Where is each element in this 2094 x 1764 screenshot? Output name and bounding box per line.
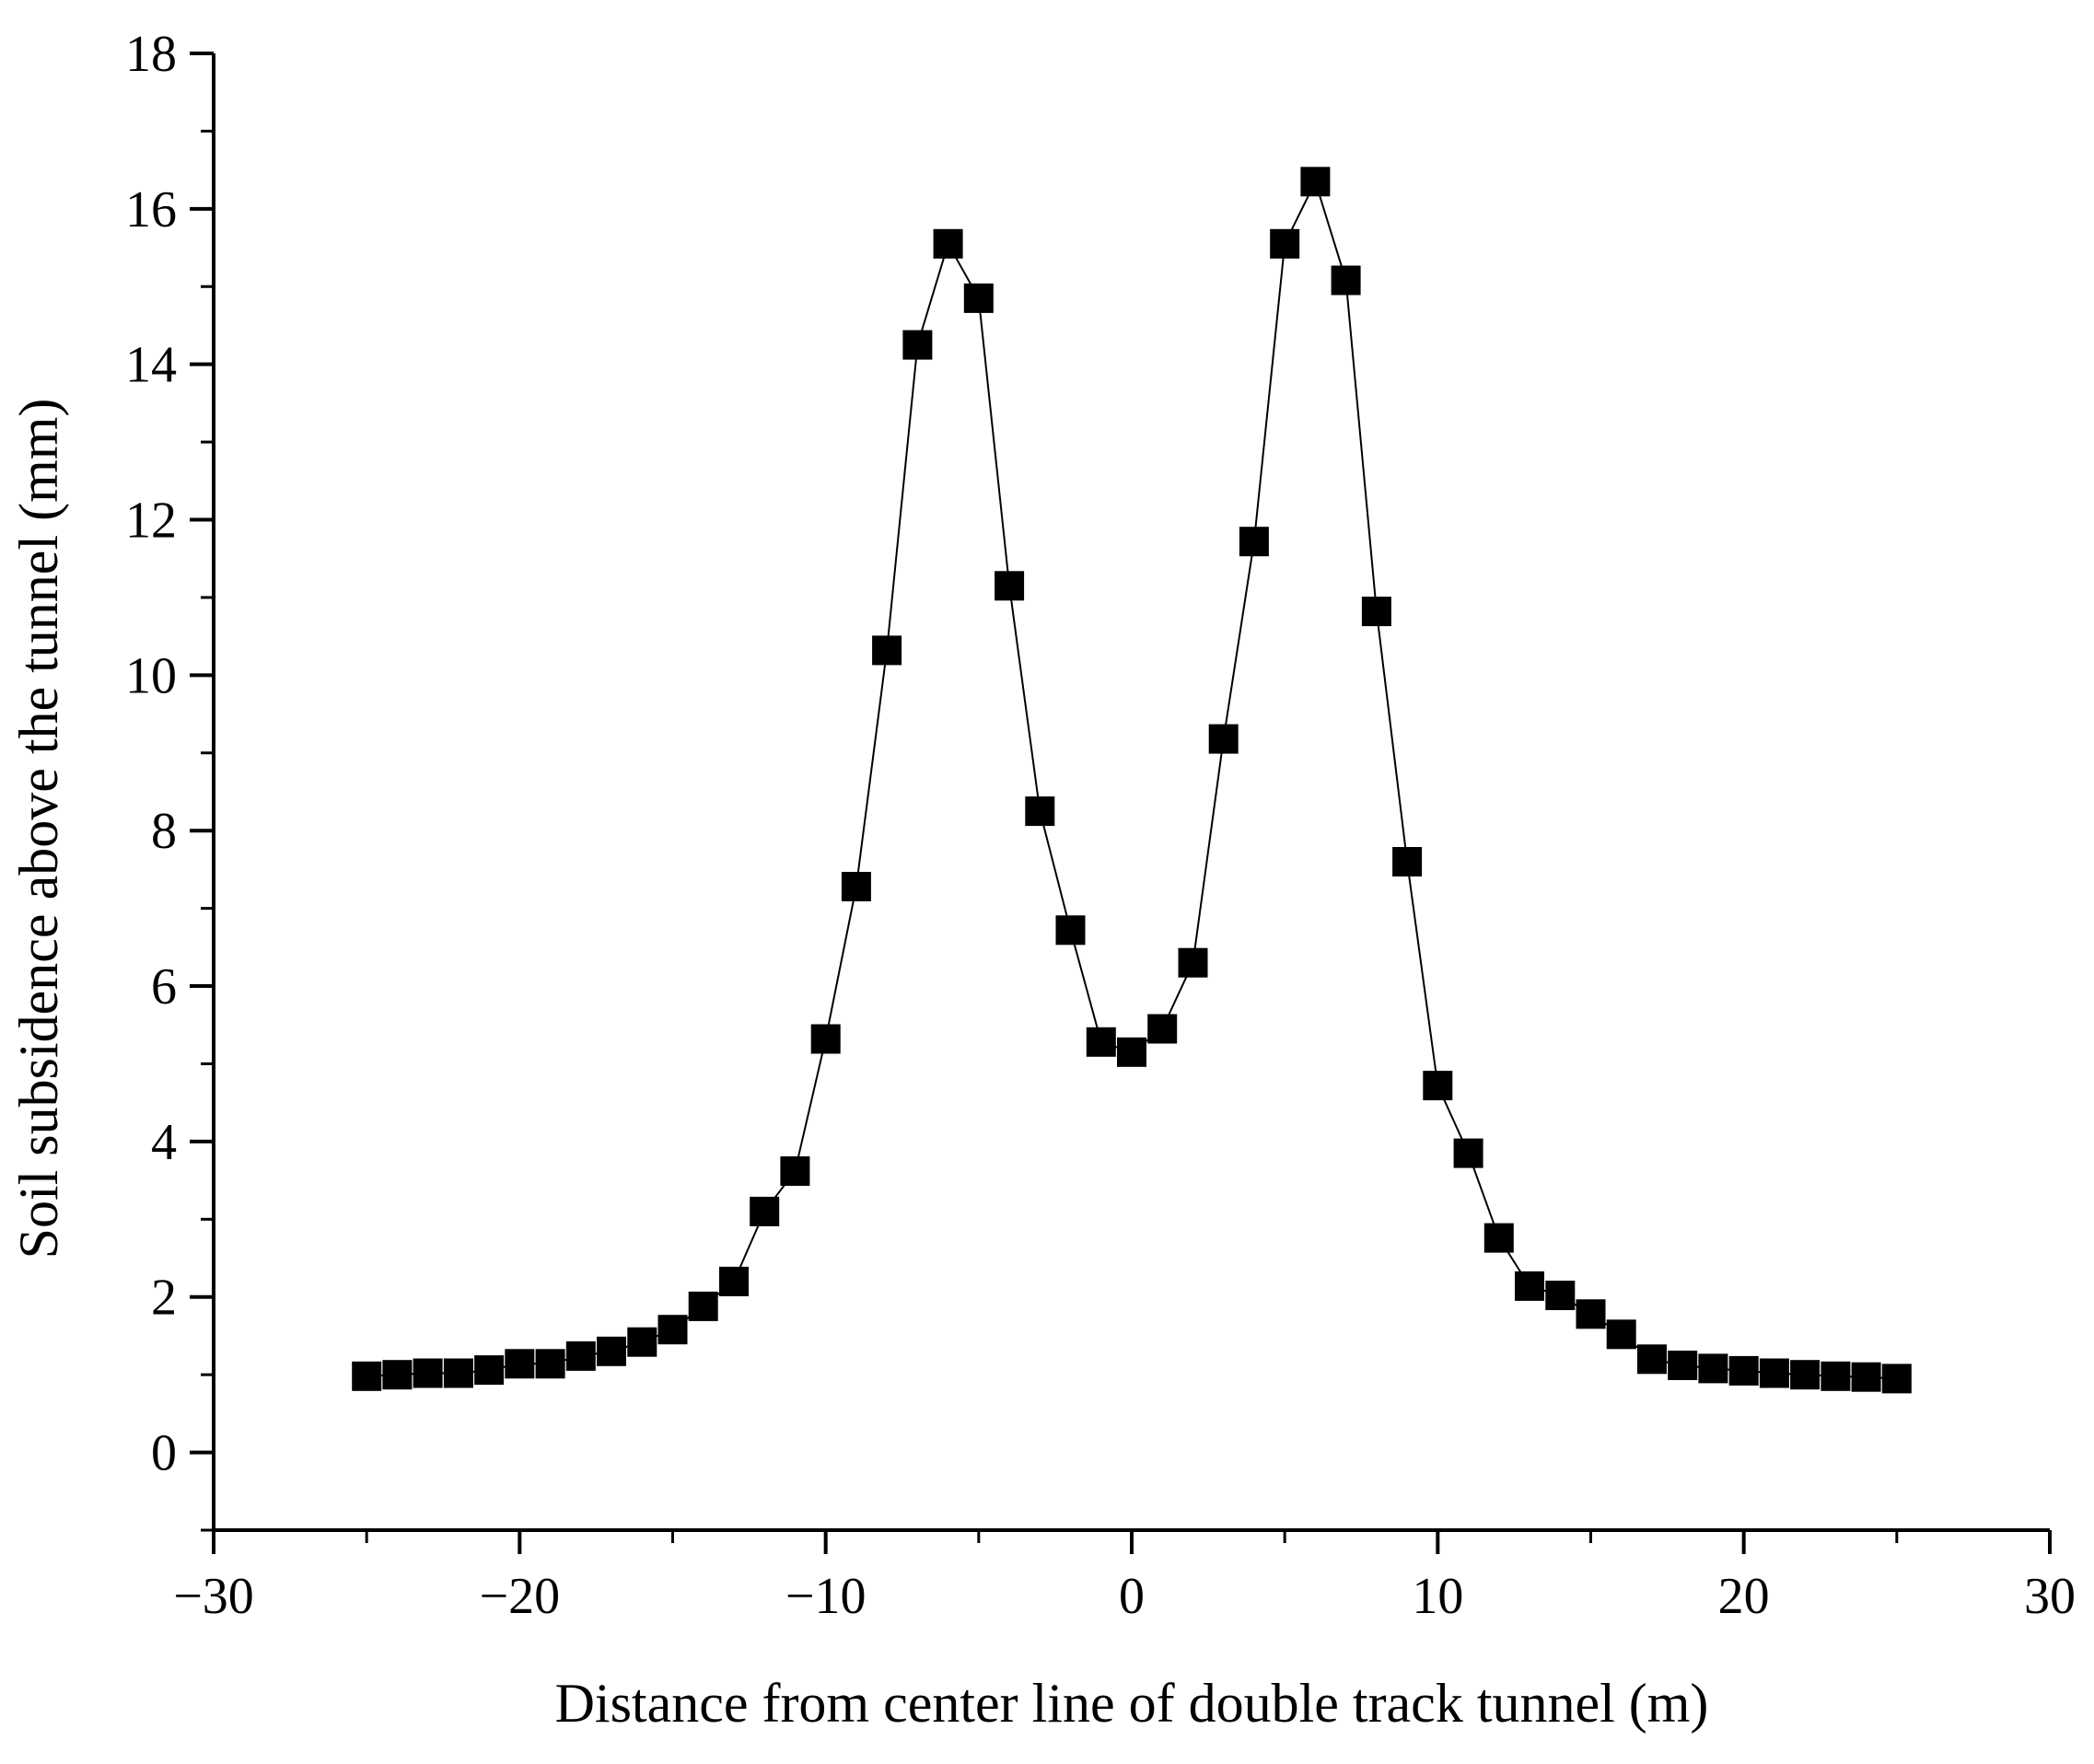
- data-point: [1483, 1223, 1514, 1253]
- x-tick-label: 30: [2024, 1568, 2076, 1625]
- data-point: [1790, 1360, 1821, 1390]
- data-point: [1300, 167, 1331, 197]
- data-point: [1851, 1362, 1881, 1392]
- data-point: [413, 1358, 443, 1388]
- series-group: [352, 167, 1912, 1394]
- series-line: [366, 179, 1897, 1380]
- data-point: [1270, 228, 1300, 259]
- data-point: [474, 1355, 505, 1386]
- x-tick-label: −10: [785, 1568, 867, 1625]
- x-tick-label: 10: [1412, 1568, 1463, 1625]
- x-axis-title: Distance from center line of double trac…: [555, 1673, 1709, 1734]
- x-tick-label: 0: [1119, 1568, 1145, 1625]
- y-tick-label: 14: [125, 337, 177, 394]
- data-point: [719, 1266, 749, 1296]
- data-point: [565, 1340, 596, 1371]
- y-tick-label: 8: [151, 803, 177, 860]
- data-point: [1117, 1037, 1146, 1067]
- data-point: [810, 1024, 841, 1054]
- y-tick-label: 6: [151, 958, 177, 1015]
- y-tick-label: 16: [125, 181, 177, 238]
- data-point: [1515, 1271, 1544, 1301]
- data-point: [1545, 1281, 1576, 1310]
- y-axis-title: Soil subsidence above the tunnel (mm): [8, 399, 69, 1259]
- data-point: [688, 1291, 718, 1321]
- data-point: [1392, 847, 1423, 876]
- data-point: [1606, 1319, 1636, 1350]
- data-point: [627, 1327, 657, 1357]
- x-tick-label: −20: [480, 1568, 561, 1625]
- data-point: [1728, 1355, 1759, 1386]
- y-tick-label: 10: [125, 647, 177, 704]
- data-point: [780, 1156, 810, 1186]
- axes-group: −30 −20 −10 0 10 20 30 0 2 4 6 8 10 12 14 16 18: [125, 26, 2076, 1625]
- y-tick-label: 2: [151, 1270, 177, 1327]
- data-point: [1055, 915, 1086, 946]
- data-point: [535, 1349, 565, 1379]
- data-point: [1025, 796, 1055, 827]
- data-point: [933, 228, 963, 259]
- data-point: [597, 1336, 626, 1366]
- data-point: [750, 1196, 780, 1226]
- data-point: [1423, 1071, 1453, 1101]
- data-point: [902, 330, 933, 360]
- data-point: [352, 1361, 382, 1391]
- y-tick-label: 18: [125, 26, 177, 83]
- data-point: [382, 1360, 413, 1390]
- data-point: [872, 635, 902, 666]
- y-tick-label: 0: [151, 1425, 177, 1482]
- data-point: [1453, 1138, 1483, 1168]
- data-point: [963, 283, 994, 313]
- data-point: [1759, 1358, 1789, 1388]
- data-point: [1086, 1027, 1116, 1057]
- x-tick-label: −30: [173, 1568, 254, 1625]
- data-point: [505, 1349, 535, 1379]
- data-point: [1821, 1361, 1851, 1391]
- x-tick-label: 20: [1718, 1568, 1770, 1625]
- data-point: [1576, 1299, 1606, 1329]
- data-point: [1239, 527, 1269, 557]
- data-point: [1147, 1014, 1178, 1044]
- data-point: [1178, 947, 1208, 978]
- y-tick-label: 12: [125, 493, 177, 550]
- data-point: [1361, 597, 1391, 627]
- data-point: [657, 1315, 688, 1345]
- data-point: [1637, 1344, 1667, 1375]
- data-point: [995, 571, 1025, 601]
- data-point: [1208, 724, 1239, 754]
- data-point: [443, 1358, 473, 1388]
- y-tick-label: 4: [151, 1114, 177, 1171]
- data-point: [1881, 1364, 1912, 1394]
- data-point: [1698, 1353, 1728, 1384]
- data-point: [1331, 265, 1361, 296]
- data-point: [841, 872, 871, 901]
- data-point: [1668, 1351, 1698, 1380]
